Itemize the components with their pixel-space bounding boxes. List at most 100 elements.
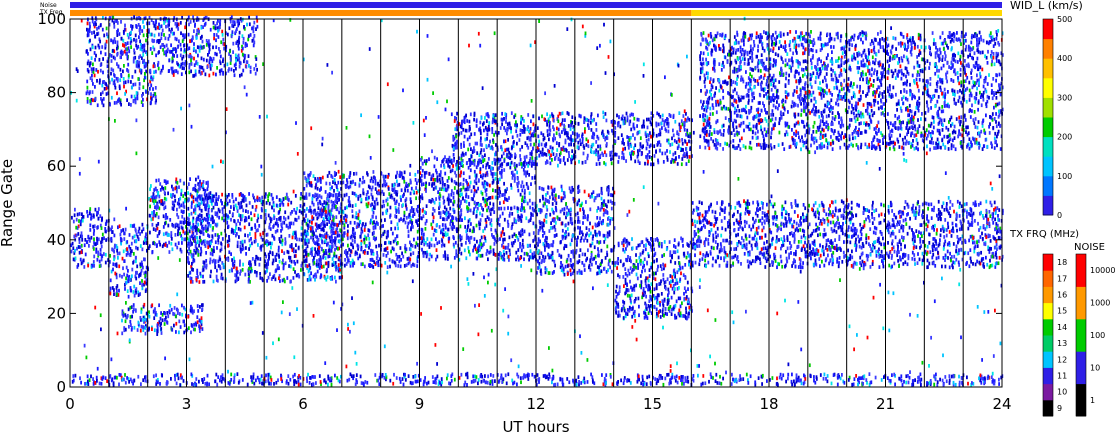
- echo-cell: [561, 221, 564, 226]
- echo-cell: [209, 260, 211, 265]
- echo-cell: [710, 228, 713, 232]
- echo-cell: [327, 264, 330, 269]
- echo-cell: [206, 220, 209, 225]
- echo-cell: [961, 240, 963, 245]
- echo-cell: [210, 248, 213, 252]
- echo-cell: [319, 208, 322, 213]
- echo-cell: [163, 190, 166, 195]
- echo-cell: [141, 222, 144, 227]
- echo-cell: [386, 197, 389, 201]
- echo-cell: [205, 229, 208, 233]
- echo-cell: [549, 226, 552, 230]
- echo-cell: [280, 234, 283, 239]
- echo-cell: [831, 245, 834, 249]
- echo-cell: [372, 221, 374, 225]
- echo-cell: [459, 192, 462, 197]
- echo-cell: [267, 252, 270, 257]
- echo-cell: [479, 239, 482, 243]
- echo-cell: [104, 260, 107, 265]
- echo-cell: [986, 262, 989, 267]
- echo-cell: [116, 248, 119, 253]
- echo-cell: [492, 172, 495, 176]
- echo-cell: [935, 242, 938, 246]
- echo-cell: [395, 215, 398, 219]
- echo-cell: [793, 237, 796, 242]
- echo-cell: [597, 222, 599, 226]
- echo-cell: [639, 252, 642, 257]
- echo-cell: [570, 264, 573, 268]
- echo-cell: [174, 242, 177, 247]
- echo-cell: [713, 215, 716, 219]
- echo-cell: [517, 188, 520, 193]
- echo-cell: [780, 237, 783, 241]
- echo-cell: [310, 210, 313, 215]
- echo-cell: [755, 227, 758, 231]
- echo-cell: [640, 258, 642, 263]
- echo-cell: [685, 310, 688, 315]
- echo-cell: [595, 223, 597, 228]
- echo-cell: [841, 225, 844, 230]
- echo-cell: [583, 263, 586, 268]
- echo-cell: [168, 233, 170, 237]
- echo-cell: [206, 199, 209, 204]
- echo-cell: [373, 206, 375, 210]
- echo-cell: [447, 236, 450, 241]
- echo-cell: [151, 195, 154, 200]
- echo-cell: [448, 155, 451, 160]
- echo-cell: [272, 203, 275, 208]
- echo-cell: [460, 235, 463, 240]
- echo-cell: [411, 244, 414, 248]
- echo-cell: [682, 243, 684, 248]
- echo-cell: [528, 173, 531, 177]
- echo-cell: [289, 264, 292, 269]
- echo-cell: [154, 213, 157, 218]
- echo-cell: [291, 210, 293, 214]
- echo-cell: [626, 273, 629, 278]
- echo-cell: [307, 224, 310, 228]
- echo-cell: [145, 281, 148, 286]
- echo-cell: [173, 194, 176, 199]
- echo-cell: [88, 244, 90, 248]
- echo-cell: [505, 162, 508, 167]
- echo-cell: [194, 205, 197, 209]
- echo-cell: [194, 207, 197, 212]
- echo-cell: [288, 221, 291, 226]
- echo-cell: [405, 197, 408, 201]
- echo-cell: [960, 227, 963, 231]
- echo-cell: [669, 250, 672, 254]
- echo-cell: [178, 226, 180, 231]
- echo-cell: [525, 251, 528, 256]
- echo-cell: [324, 239, 327, 243]
- echo-cell: [243, 239, 246, 244]
- echo-cell: [562, 190, 565, 195]
- echo-cell: [373, 230, 375, 235]
- echo-cell: [192, 268, 194, 272]
- echo-cell: [455, 173, 458, 178]
- echo-cell: [243, 195, 246, 199]
- echo-cell: [332, 201, 335, 205]
- echo-cell: [590, 256, 593, 260]
- echo-cell: [542, 196, 544, 201]
- echo-cell: [644, 290, 646, 295]
- echo-cell: [327, 261, 330, 266]
- echo-cell: [425, 159, 428, 163]
- echo-cell: [573, 233, 576, 238]
- echo-cell: [349, 203, 352, 208]
- echo-cell: [788, 252, 791, 257]
- echo-cell: [925, 222, 928, 227]
- echo-cell: [482, 196, 485, 201]
- echo-cell: [615, 284, 618, 289]
- echo-cell: [220, 231, 223, 236]
- echo-cell: [294, 231, 297, 236]
- echo-cell: [684, 275, 687, 279]
- echo-cell: [391, 187, 394, 191]
- echo-cell: [202, 187, 205, 192]
- echo-cell: [317, 206, 320, 210]
- echo-cell: [128, 244, 131, 249]
- echo-cell: [435, 229, 438, 233]
- echo-cell: [544, 270, 547, 275]
- echo-cell: [266, 240, 269, 244]
- echo-cell: [598, 269, 601, 273]
- echo-cell: [481, 206, 483, 210]
- echo-cell: [517, 257, 520, 262]
